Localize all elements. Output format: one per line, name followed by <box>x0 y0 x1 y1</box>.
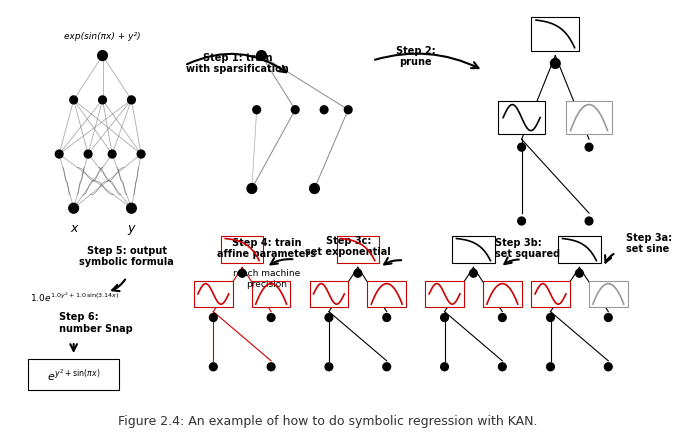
Circle shape <box>344 106 352 114</box>
Circle shape <box>126 203 136 213</box>
Text: Step 6:: Step 6: <box>59 311 99 321</box>
Circle shape <box>470 269 477 277</box>
Circle shape <box>585 217 593 225</box>
Circle shape <box>257 51 266 60</box>
Circle shape <box>98 51 107 60</box>
Circle shape <box>604 363 612 371</box>
Circle shape <box>98 96 107 104</box>
Text: number Snap: number Snap <box>59 324 133 334</box>
Circle shape <box>585 143 593 151</box>
Text: Step 3a:
set sine: Step 3a: set sine <box>625 233 672 254</box>
Bar <box>194 281 233 307</box>
Text: Step 3c:
set exponential: Step 3c: set exponential <box>306 236 391 257</box>
Circle shape <box>268 314 275 321</box>
Text: $1.0e^{1.0y^2+1.0\,\sin(3.14x)}$: $1.0e^{1.0y^2+1.0\,\sin(3.14x)}$ <box>31 290 120 304</box>
Bar <box>558 236 601 264</box>
FancyArrowPatch shape <box>270 258 293 264</box>
FancyArrowPatch shape <box>112 280 125 291</box>
FancyArrowPatch shape <box>375 54 479 68</box>
Circle shape <box>55 150 63 158</box>
Bar <box>310 281 348 307</box>
Circle shape <box>320 106 328 114</box>
FancyArrowPatch shape <box>187 54 287 72</box>
Bar <box>483 281 521 307</box>
Circle shape <box>70 96 77 104</box>
Bar <box>221 236 263 264</box>
Circle shape <box>247 184 257 194</box>
Circle shape <box>137 150 145 158</box>
Circle shape <box>551 58 560 68</box>
Circle shape <box>383 363 390 371</box>
Circle shape <box>325 363 333 371</box>
Circle shape <box>238 269 246 277</box>
Text: Step 2:
prune: Step 2: prune <box>396 46 435 67</box>
Bar <box>452 236 494 264</box>
Bar <box>531 17 579 51</box>
Bar <box>498 102 545 134</box>
Circle shape <box>325 314 333 321</box>
Circle shape <box>69 203 79 213</box>
Circle shape <box>210 363 217 371</box>
Text: Step 4: train
affine parameters: Step 4: train affine parameters <box>217 238 316 259</box>
Circle shape <box>253 106 261 114</box>
FancyArrowPatch shape <box>71 344 77 351</box>
Circle shape <box>547 314 554 321</box>
Text: reach machine
precision: reach machine precision <box>233 269 300 289</box>
Circle shape <box>128 96 135 104</box>
Circle shape <box>441 314 448 321</box>
FancyArrowPatch shape <box>384 258 401 264</box>
Circle shape <box>547 363 554 371</box>
Circle shape <box>354 269 362 277</box>
FancyArrowPatch shape <box>504 257 519 264</box>
Circle shape <box>310 184 319 194</box>
Circle shape <box>109 150 116 158</box>
Bar <box>589 281 627 307</box>
Text: $e^{y^2+\sin(\pi x)}$: $e^{y^2+\sin(\pi x)}$ <box>47 368 100 383</box>
FancyArrowPatch shape <box>605 254 614 263</box>
Bar <box>531 281 570 307</box>
Circle shape <box>518 217 526 225</box>
Bar <box>252 281 291 307</box>
Circle shape <box>518 143 526 151</box>
Text: Step 1: train
with sparsification: Step 1: train with sparsification <box>186 53 289 74</box>
Circle shape <box>441 363 448 371</box>
Circle shape <box>576 269 583 277</box>
Circle shape <box>291 106 299 114</box>
Text: exp(sin(πx) + y²): exp(sin(πx) + y²) <box>65 32 141 41</box>
Text: Step 5: output
symbolic formula: Step 5: output symbolic formula <box>79 246 174 267</box>
Text: Figure 2.4: An example of how to do symbolic regression with KAN.: Figure 2.4: An example of how to do symb… <box>118 415 538 428</box>
Circle shape <box>268 363 275 371</box>
Circle shape <box>498 363 506 371</box>
Circle shape <box>84 150 92 158</box>
FancyBboxPatch shape <box>29 359 119 391</box>
Text: Step 3b:
set squared: Step 3b: set squared <box>494 238 559 259</box>
Bar <box>425 281 464 307</box>
Bar <box>367 281 406 307</box>
Bar <box>337 236 379 264</box>
Text: y: y <box>128 222 135 235</box>
Text: x: x <box>70 222 77 235</box>
Circle shape <box>210 314 217 321</box>
Bar <box>566 102 612 134</box>
Circle shape <box>604 314 612 321</box>
Circle shape <box>383 314 390 321</box>
Circle shape <box>498 314 506 321</box>
